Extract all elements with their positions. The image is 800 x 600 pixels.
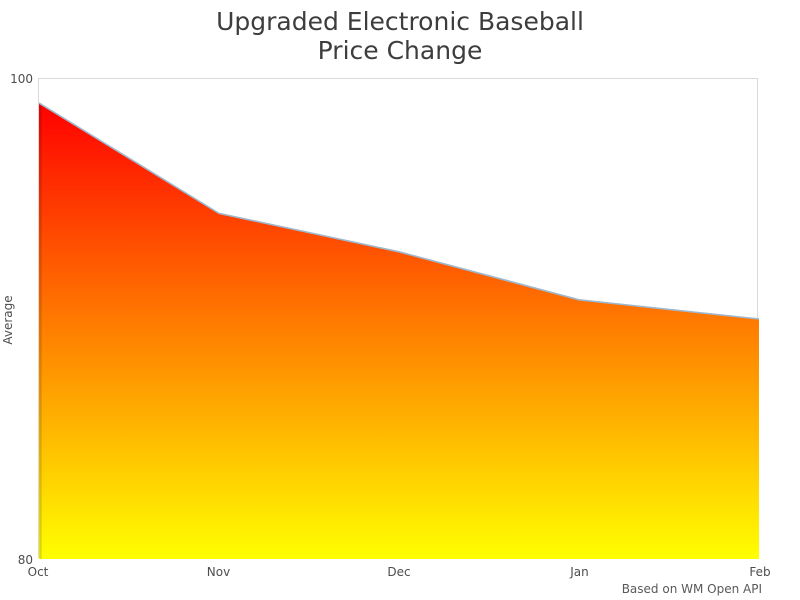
x-tick-feb: Feb (749, 565, 771, 579)
plot-area (38, 78, 759, 559)
chart-title-line-1: Upgraded Electronic Baseball (216, 7, 584, 36)
chart-caption: Based on WM Open API (621, 582, 762, 596)
chart-title: Upgraded Electronic Baseball Price Chang… (0, 7, 800, 65)
x-tick-oct: Oct (27, 565, 49, 579)
x-tick-dec: Dec (387, 565, 411, 579)
x-axis-ticks: Oct Nov Dec Jan Feb (28, 565, 771, 581)
x-tick-nov: Nov (206, 565, 231, 579)
y-axis-label: Average (1, 295, 15, 345)
area-chart-svg (39, 102, 759, 559)
y-tick-min: 80 (17, 553, 33, 567)
x-tick-jan: Jan (570, 565, 589, 579)
area-fill (39, 103, 759, 559)
series-line (39, 102, 759, 320)
y-tick-max: 100 (10, 72, 33, 86)
chart-title-line-2: Price Change (317, 36, 483, 65)
